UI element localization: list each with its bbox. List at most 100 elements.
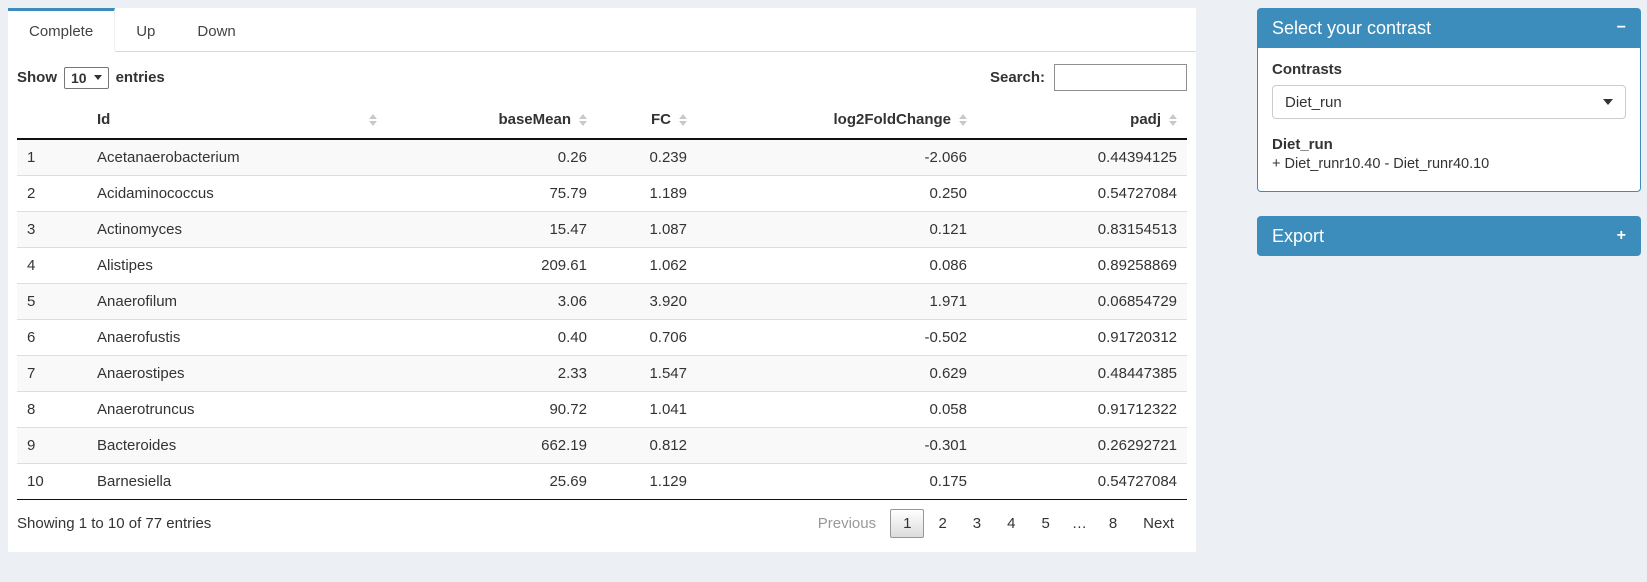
cell-log2fc: 0.175	[697, 463, 977, 500]
cell-id: Actinomyces	[87, 211, 387, 248]
cell-basemean: 209.61	[387, 247, 597, 284]
caret-down-icon	[93, 75, 102, 80]
cell-id: Acetanaerobacterium	[97, 149, 240, 166]
results-tabs: Complete Up Down	[8, 8, 1196, 52]
tab-up-label: Up	[136, 22, 156, 40]
sidebar: Select your contrast − Contrasts Diet_ru…	[1257, 8, 1641, 256]
contrast-select[interactable]: Diet_run	[1272, 85, 1626, 119]
row-index-cell: 4	[17, 247, 87, 284]
table-row[interactable]: 5 Anaerofilum 3.06 3.920 1.971 0.06854729	[17, 283, 1187, 320]
cell-log2fc: -2.066	[924, 149, 967, 166]
search-input[interactable]	[1054, 64, 1187, 91]
contrasts-label: Contrasts	[1272, 61, 1343, 78]
cell-id: Anaerostipes	[87, 355, 387, 392]
cell-fc: 3.920	[597, 283, 697, 320]
cell-log2fc: 0.086	[697, 247, 977, 284]
cell-padj: 0.44394125	[1097, 149, 1177, 166]
cell-log2fc: -0.502	[697, 319, 977, 356]
cell-padj: 0.06854729	[977, 283, 1187, 320]
collapse-minus-icon[interactable]: −	[1616, 19, 1626, 36]
contrast-panel-title: Select your contrast	[1272, 17, 1432, 38]
pagination-2[interactable]: 2	[938, 515, 947, 532]
table-row[interactable]: 10 Barnesiella 25.69 1.129 0.175 0.54727084	[17, 463, 1187, 500]
cell-basemean: 75.79	[387, 175, 597, 212]
cell-basemean: 90.72	[387, 391, 597, 428]
results-card: Complete Up Down Show 10 entries Search:	[8, 8, 1196, 552]
column-header-fc[interactable]: FC	[597, 103, 697, 140]
table-row[interactable]: 4 Alistipes 209.61 1.062 0.086 0.89258869	[17, 247, 1187, 284]
cell-fc: 1.189	[597, 175, 697, 212]
sort-icon	[369, 113, 377, 126]
contrast-select-value: Diet_run	[1285, 93, 1342, 111]
cell-fc: 1.547	[597, 355, 697, 392]
cell-basemean: 15.47	[387, 211, 597, 248]
cell-basemean: 25.69	[387, 463, 597, 500]
cell-log2fc: 0.121	[697, 211, 977, 248]
table-row[interactable]: 8 Anaerotruncus 90.72 1.041 0.058 0.91712322	[17, 391, 1187, 428]
search-label: Search:	[989, 69, 1045, 86]
page-length-select[interactable]: 10	[64, 66, 109, 89]
cell-id: Anaerotruncus	[87, 391, 387, 428]
pagination-5[interactable]: 5	[1041, 515, 1050, 532]
cell-id: Alistipes	[87, 247, 387, 284]
collapse-plus-icon[interactable]: +	[1616, 227, 1626, 244]
row-index-cell: 10	[17, 463, 87, 500]
datatable-footer: Showing 1 to 10 of 77 entries Previous 1 2…	[17, 509, 1187, 538]
page-length-value: 10	[71, 69, 87, 86]
column-header-log2foldchange[interactable]: log2FoldChange	[697, 103, 977, 140]
column-header-id[interactable]: Id	[87, 103, 387, 140]
pagination-1[interactable]: 1	[890, 509, 925, 538]
cell-basemean: 2.33	[387, 355, 597, 392]
table-row[interactable]: 7 Anaerostipes 2.33 1.547 0.629 0.48447385	[17, 355, 1187, 392]
row-index-cell: 8	[17, 391, 87, 428]
cell-basemean: 0.26	[557, 149, 587, 166]
search-control: Search:	[990, 64, 1187, 91]
cell-id: Anaerofustis	[87, 319, 387, 356]
cell-padj: 0.54727084	[977, 463, 1187, 500]
pagination-8[interactable]: 8	[1108, 515, 1118, 532]
tab-down[interactable]: Down	[176, 8, 256, 51]
cell-log2fc: -0.301	[697, 427, 977, 464]
pagination-4[interactable]: 4	[1007, 515, 1016, 532]
pagination-3[interactable]: 3	[972, 515, 982, 532]
cell-fc: 1.087	[597, 211, 697, 248]
cell-basemean: 662.19	[387, 427, 597, 464]
sort-icon	[1169, 113, 1177, 126]
column-header-basemean[interactable]: baseMean	[387, 103, 597, 140]
entries-label: entries	[115, 69, 165, 86]
row-index-cell: 2	[17, 175, 87, 212]
sort-icon	[579, 113, 587, 126]
cell-fc: 0.812	[597, 427, 697, 464]
cell-basemean: 0.40	[387, 319, 597, 356]
cell-id: Barnesiella	[87, 463, 387, 500]
column-label: baseMean	[498, 111, 571, 128]
table-row[interactable]: 9 Bacteroides 662.19 0.812 -0.301 0.26292721	[17, 427, 1187, 464]
contrast-formula: + Diet_runr10.40 - Diet_runr40.10	[1272, 156, 1490, 172]
export-panel-title: Export	[1272, 225, 1325, 246]
tab-up[interactable]: Up	[115, 8, 176, 51]
table-row[interactable]: 6 Anaerofustis 0.40 0.706 -0.502 0.91720312	[17, 319, 1187, 356]
column-label: FC	[651, 111, 671, 128]
table-row[interactable]: 2 Acidaminococcus 75.79 1.189 0.250 0.5472708…	[17, 175, 1187, 212]
column-label: log2FoldChange	[833, 111, 952, 128]
caret-down-icon	[1603, 99, 1613, 105]
table-header: Id baseMean FC	[17, 103, 1187, 140]
column-label: padj	[1130, 111, 1161, 128]
contrast-panel-header[interactable]: Select your contrast −	[1257, 8, 1641, 48]
tab-complete[interactable]: Complete	[8, 8, 116, 51]
column-header-padj[interactable]: padj	[977, 103, 1187, 140]
cell-basemean: 3.06	[387, 283, 597, 320]
results-table: Id baseMean FC	[17, 103, 1187, 500]
table-row[interactable]: 3 Actinomyces 15.47 1.087 0.121 0.83154513	[17, 211, 1187, 248]
table-info: Showing 1 to 10 of 77 entries	[17, 515, 212, 532]
cell-id: Bacteroides	[87, 427, 387, 464]
pagination-next[interactable]: Next	[1143, 515, 1174, 532]
pagination-previous[interactable]: Previous	[817, 515, 877, 532]
row-index-cell: 3	[17, 211, 87, 248]
column-label: Id	[97, 111, 111, 128]
table-row[interactable]: 1 Acetanaerobacterium 0.26 0.239 -2.066 0.443…	[17, 139, 1187, 176]
contrast-name: Diet_run	[1272, 136, 1333, 153]
export-panel-header[interactable]: Export +	[1257, 216, 1641, 256]
row-index-cell: 9	[17, 427, 87, 464]
cell-padj: 0.89258869	[977, 247, 1187, 284]
